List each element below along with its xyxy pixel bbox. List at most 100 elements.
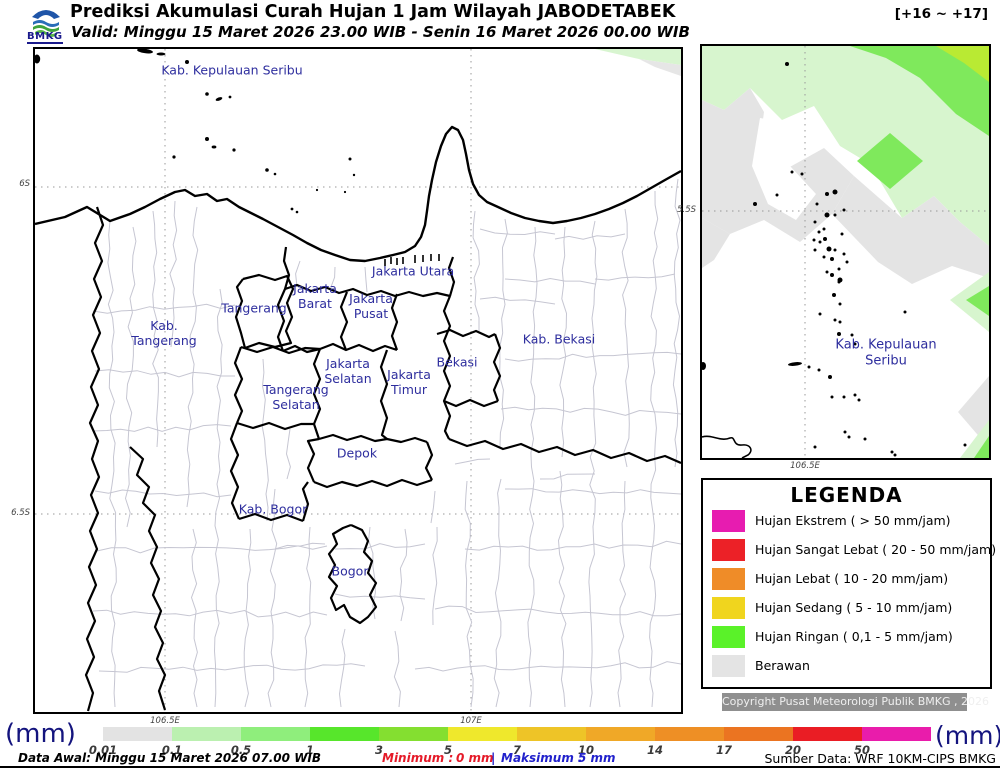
inset-label-kepulauan-seribu: Kab. Kepulauan Seribu: [835, 337, 937, 368]
colorbar-segment-11: [862, 727, 931, 741]
map-label-jakarta-barat: Jakarta Barat: [293, 281, 337, 311]
legend-label-hujan-sedang: Hujan Sedang ( 5 - 10 mm/jam): [755, 600, 953, 615]
legend-item-hujan-sedang: Hujan Sedang ( 5 - 10 mm/jam): [703, 597, 990, 621]
kecamatan-boundaries: [92, 178, 681, 708]
map-label-depok: Depok: [336, 445, 378, 461]
legend-item-hujan-ringan: Hujan Ringan ( 0,1 - 5 mm/jam): [703, 626, 990, 650]
rain-corner: [936, 46, 989, 82]
colorbar-segment-0: [103, 727, 172, 741]
colorbar-segment-6: [517, 727, 586, 741]
colorbar-tick-17: 17: [715, 743, 732, 757]
legend-item-berawan: Berawan: [703, 655, 990, 679]
legend-label-hujan-ekstrem: Hujan Ekstrem ( > 50 mm/jam): [755, 513, 951, 528]
colorbar-segment-8: [655, 727, 724, 741]
colorbar-unit-right: (mm): [935, 721, 1000, 750]
lat-tick-6S: 6S: [19, 179, 30, 189]
bmkg-logo-icon: [32, 10, 60, 37]
inset-map-kepulauan-seribu: [700, 44, 991, 460]
valid-time-subtitle: Valid: Minggu 15 Maret 2026 23.00 WIB - …: [71, 23, 690, 41]
cloud-bottom-left: [702, 218, 730, 268]
legend-title: LEGENDA: [790, 483, 903, 507]
map-label-bekasi: Bekasi: [436, 354, 478, 370]
colorbar-tick-0.01: 0.01: [88, 743, 118, 757]
colorbar-tick-0.5: 0.5: [230, 743, 252, 757]
colorbar-segment-3: [310, 727, 379, 741]
main-map-canvas: [33, 48, 682, 712]
lon-tick-107E: 107E: [460, 716, 482, 726]
inset-island-edge: [700, 362, 706, 370]
sumber-data-text: Sumber Data: WRF 10KM-CIPS BMKG: [764, 751, 996, 766]
legend-swatch-hujan-ringan: [712, 626, 745, 648]
colorbar-segment-2: [241, 727, 310, 741]
rain-corner-bottom: [974, 436, 989, 458]
map-label-bogor: Bogor: [331, 563, 369, 579]
colorbar-tick-10: 10: [577, 743, 594, 757]
map-label-kab-kepulauan-seribu: Kab. Kepulauan Seribu: [161, 62, 303, 78]
maksimum-value: 5 mm: [578, 751, 616, 765]
rain-band: [850, 46, 989, 136]
minmax-separator: |: [491, 751, 496, 765]
graticule: [35, 49, 681, 712]
colorbar-segment-1: [172, 727, 241, 741]
map-label-jakarta-timur: Jakarta Timur: [387, 367, 431, 397]
data-awal-text: Data Awal: Minggu 15 Maret 2026 07.00 WI…: [18, 751, 322, 765]
inset-lat-tick: 5.5S: [677, 205, 696, 215]
colorbar-unit-left: (mm): [5, 719, 76, 749]
rain-right-wedge: [966, 286, 989, 316]
legend-swatch-hujan-sangat-lebat: [712, 539, 745, 561]
inset-map-canvas: [700, 46, 989, 459]
inset-island-dash: [788, 362, 802, 366]
colorbar-tick-3: 3: [374, 743, 383, 757]
cloud-hole: [752, 118, 816, 220]
map-label-tangerang-selatan: Tangerang Selatan: [263, 382, 329, 412]
legend-item-hujan-sangat-lebat: Hujan Sangat Lebat ( 20 - 50 mm/jam): [703, 539, 996, 563]
cloud-bottom-right: [958, 376, 989, 448]
minimum-value: 0 mm: [456, 751, 494, 765]
map-label-kab-tangerang: Kab. Tangerang: [131, 318, 197, 348]
colorbar-tick-0.1: 0.1: [161, 743, 183, 757]
page-title: Prediksi Akumulasi Curah Hujan 1 Jam Wil…: [70, 2, 676, 22]
city-boundaries: [84, 206, 682, 712]
legend-swatch-hujan-ekstrem: [712, 510, 745, 532]
map-label-tangerang: Tangerang: [221, 300, 287, 316]
colorbar-tick-20: 20: [784, 743, 801, 757]
legend-label-hujan-lebat: Hujan Lebat ( 10 - 20 mm/jam): [755, 571, 949, 586]
colorbar-tick-7: 7: [512, 743, 521, 757]
islands: [33, 48, 356, 214]
legend-item-hujan-ekstrem: Hujan Ekstrem ( > 50 mm/jam): [703, 510, 990, 534]
map-label-jakarta-pusat: Jakarta Pusat: [349, 291, 393, 321]
map-label-jakarta-utara: Jakarta Utara: [371, 263, 455, 279]
legend-label-hujan-ringan: Hujan Ringan ( 0,1 - 5 mm/jam): [755, 629, 953, 644]
cloud-mid: [832, 176, 989, 284]
legend-label-berawan: Berawan: [755, 658, 810, 673]
legend-item-hujan-lebat: Hujan Lebat ( 10 - 20 mm/jam): [703, 568, 990, 592]
cloud-shade-corner: [639, 59, 681, 76]
inset-coastline: [701, 435, 752, 459]
colorbar-segment-10: [793, 727, 862, 741]
colorbar-tick-50: 50: [853, 743, 870, 757]
legend-box: LEGENDA Hujan Ekstrem ( > 50 mm/jam) Huja…: [701, 478, 996, 689]
bottom-rule: [0, 766, 1000, 768]
inset-islands: [753, 62, 967, 457]
colorbar-segment-5: [448, 727, 517, 741]
colorbar-tick-14: 14: [646, 743, 663, 757]
colorbar-segment-9: [724, 727, 793, 741]
rain-light-field: [702, 46, 989, 246]
legend-swatch-hujan-lebat: [712, 568, 745, 590]
colorbar-ticks: 0.01 0.1 0.5 1 3 5 7 10 14 17 20 50: [89, 743, 931, 757]
legend-label-hujan-sangat-lebat: Hujan Sangat Lebat ( 20 - 50 mm/jam): [755, 542, 997, 557]
copyright-bar: Copyright Pusat Meteorologi Publik BMKG …: [722, 693, 989, 711]
lat-tick-6.5S: 6.5S: [11, 508, 30, 518]
bmkg-logo-text: BMKG: [27, 31, 63, 44]
map-label-kab-bogor: Kab. Bogor: [238, 501, 308, 517]
lon-tick-106.5E: 106.5E: [150, 716, 180, 726]
main-map-jabodetabek: [33, 47, 683, 714]
map-label-jakarta-selatan: Jakarta Selatan: [324, 356, 372, 386]
forecast-lead-time: [+16 ~ +17]: [894, 6, 988, 22]
minimum-label: Minimum :: [382, 751, 454, 765]
legend-swatch-hujan-sedang: [712, 597, 745, 619]
colorbar-segment-4: [379, 727, 448, 741]
colorbar-tick-1: 1: [305, 743, 314, 757]
coastline: [34, 125, 682, 263]
